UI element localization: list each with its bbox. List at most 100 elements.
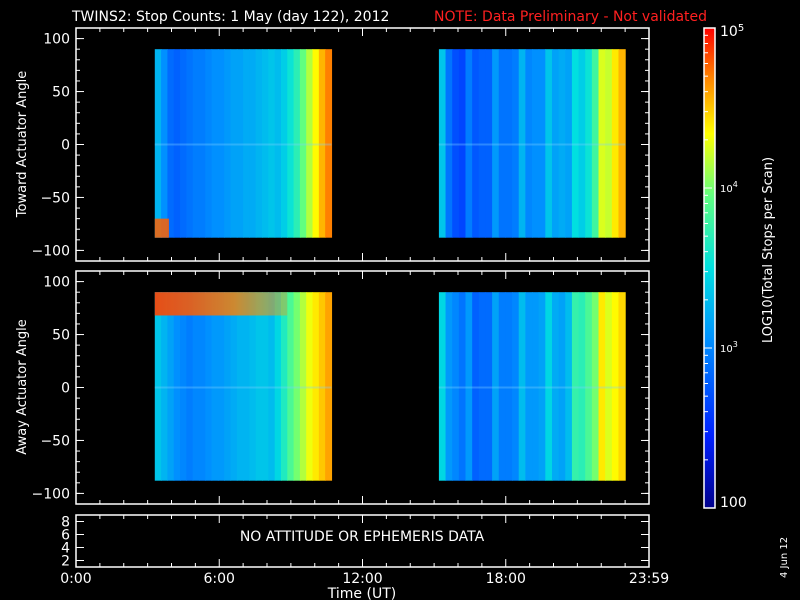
toward-cell [243, 49, 251, 238]
toward-zero-line [154, 143, 332, 146]
toward-cell [180, 49, 187, 238]
attitude-message: NO ATTITUDE OR EPHEMERIS DATA [240, 529, 485, 545]
toward-cell [192, 49, 200, 238]
toward-cell [505, 49, 513, 238]
toward-cell [312, 49, 320, 238]
toward-cell [205, 49, 213, 238]
x-tick-label: 18:00 [486, 571, 526, 587]
toward-cell [565, 49, 573, 238]
away-cell [167, 292, 175, 481]
toward-cell [611, 49, 620, 238]
away-high-count-band [154, 292, 288, 316]
away-cell [211, 292, 219, 481]
toward-cell [605, 49, 613, 238]
date-stamp: 4 Jun 12 [779, 537, 790, 578]
away-cell [236, 292, 244, 481]
away-cell [249, 292, 257, 481]
away-cell [325, 292, 333, 481]
away-cell [571, 292, 580, 481]
away-y-tick-label: −100 [32, 486, 70, 502]
toward-cell [268, 49, 276, 238]
toward-y-tick-label: −100 [32, 243, 70, 259]
away-cell [505, 292, 513, 481]
toward-panel: 100 50 0 −50 −100 Toward Actuator Angle [15, 27, 650, 262]
colorbar-tick-label: 100 [720, 495, 747, 511]
away-cell [243, 292, 251, 481]
x-axis-label: Time (UT) [327, 586, 396, 600]
away-cell [217, 292, 225, 481]
toward-cell [525, 49, 533, 238]
toward-cell [598, 49, 606, 238]
toward-y-tick-label: −50 [40, 190, 70, 206]
attitude-y-tick-label: 6 [61, 528, 70, 544]
colorbar-tick-label: 103 [720, 340, 738, 355]
away-y-tick-label: −50 [40, 433, 70, 449]
away-cell [306, 292, 314, 481]
attitude-y-tick-label: 2 [61, 554, 70, 570]
toward-cell [578, 49, 586, 238]
away-cell [205, 292, 213, 481]
toward-cell [438, 49, 447, 238]
away-cell [532, 292, 540, 481]
colorbar-tick-exponent: 4 [733, 180, 738, 189]
x-tick-label: 0:00 [60, 571, 91, 587]
toward-cell [465, 49, 473, 238]
toward-cell [186, 49, 194, 238]
toward-cell [618, 49, 626, 238]
away-cell [192, 292, 200, 481]
away-cell [280, 292, 288, 481]
toward-cell [167, 49, 175, 238]
away-heatmap [154, 292, 626, 481]
colorbar-tick-label: 104 [720, 180, 738, 195]
toward-cell [472, 49, 480, 238]
away-cell [230, 292, 238, 481]
away-cell [605, 292, 613, 481]
x-tick-label: 6:00 [204, 571, 235, 587]
away-cell [293, 292, 301, 481]
away-cell [485, 292, 493, 481]
away-cell [492, 292, 500, 481]
x-axis-tick-labels: 0:00 6:00 12:00 18:00 23:59 [60, 571, 669, 587]
away-cell [465, 292, 473, 481]
x-tick-label: 12:00 [342, 571, 382, 587]
x-tick-label: 23:59 [629, 571, 669, 587]
toward-cell [571, 49, 580, 238]
away-cell [498, 292, 507, 481]
toward-y-tick-label: 50 [52, 85, 70, 101]
toward-cell [154, 49, 162, 238]
toward-cell [161, 49, 169, 238]
colorbar-tick-exponent: 3 [733, 340, 738, 349]
away-cell [161, 292, 169, 481]
toward-cell [452, 49, 460, 238]
away-cell [198, 292, 206, 481]
away-cell [224, 292, 232, 481]
away-y-axis-label: Away Actuator Angle [15, 319, 30, 454]
toward-cell [236, 49, 244, 238]
colorbar-tick-exponent: 5 [738, 23, 744, 34]
toward-cell [492, 49, 500, 238]
toward-cell [173, 49, 181, 238]
toward-y-tick-label: 0 [61, 138, 70, 154]
colorbar-tick-label: 105 [720, 23, 744, 40]
toward-cell [293, 49, 301, 238]
toward-cell [287, 49, 295, 238]
toward-cell [211, 49, 219, 238]
toward-cell [585, 49, 593, 238]
away-zero-line [438, 386, 626, 389]
away-cell [565, 292, 573, 481]
away-cell [173, 292, 181, 481]
colorbar-gradient [704, 28, 715, 508]
toward-high-count-corner [154, 218, 169, 238]
colorbar-label: LOG10(Total Stops per Scan) [761, 157, 776, 343]
away-cell [438, 292, 447, 481]
toward-cell [538, 49, 546, 238]
away-cell [538, 292, 546, 481]
toward-cell [551, 49, 560, 238]
away-cell [287, 292, 295, 481]
away-cell [585, 292, 593, 481]
away-cell [186, 292, 194, 481]
away-cell [551, 292, 560, 481]
toward-cell [217, 49, 225, 238]
